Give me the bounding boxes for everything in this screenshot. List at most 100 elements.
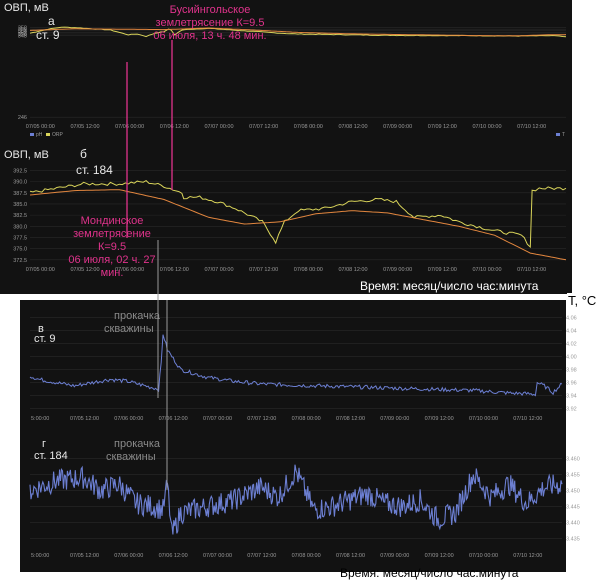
x-tick-label: 07/06 12:00 [159,416,188,422]
panel-d-pump-line2: скважины [106,451,156,463]
legend-label-orp: ORP [52,132,64,138]
x-tick-label: 07/07 12:00 [247,553,276,559]
bottom-chart-panel [20,300,566,572]
y-tick-label: 372.5 [13,258,27,264]
x-tick-label: 07/10 12:00 [513,416,542,422]
x-tick-label: 07/05 12:00 [70,553,99,559]
busiyngol-line3: 06 июля, 13 ч. 48 мин. [153,30,267,42]
y-tick-label: 375.0 [13,247,27,253]
x-tick-label: 07/09 00:00 [380,553,409,559]
chart-c: 3.92 3.94 3.96 3.98 4.00 4.02 4.04 4.06 5:00:00 0… [29,315,577,422]
mondy-line1: Мондинское [80,215,144,227]
event-markers [126,40,173,490]
x-tick-label: 07/08 12:00 [336,553,365,559]
y-tick-label: 4.00 [566,354,577,360]
x-tick-label: 07/07 00:00 [203,416,232,422]
x-tick-label: 07/06 12:00 [160,267,189,273]
y-tick-label: 3.445 [566,505,580,511]
y-tick-label: 358 [18,26,27,32]
x-tick-label: 07/05 12:00 [70,124,99,130]
series-line-orp [29,179,567,249]
x-tick-label: 5:00:00 [31,416,49,422]
chart-b: 372.5 375.0 377.5 380.0 382.5 385.0 387.5 390.0… [13,168,567,273]
x-tick-label: 07/07 00:00 [204,267,233,273]
x-tick-label: 07/10 12:00 [517,267,546,273]
panel-d-letter: г [42,438,47,450]
x-tick-label: 07/10 00:00 [469,553,498,559]
top-chart-panel [0,0,572,294]
y-tick-label: 4.02 [566,341,577,347]
x-tick-label: 07/09 12:00 [425,416,454,422]
y-tick-label: 3.450 [566,488,580,494]
panel-b-letter: б [80,147,87,161]
y-tick-label: 380.0 [13,224,27,230]
y-tick-label: 3.440 [566,521,580,527]
y-tick-label: 390.0 [13,180,27,186]
panel-d-pump-label: прокачка скважины [106,438,160,464]
x-tick-label: 07/07 12:00 [249,267,278,273]
x-tick-label: 07/10 12:00 [513,553,542,559]
panel-a-ylabel: ОВП, мВ [4,2,49,14]
y-tick-label: 3.94 [566,394,577,400]
x-tick-label: 07/08 00:00 [292,553,321,559]
y-tick-label: 348 [18,34,27,40]
x-tick-label: 07/07 12:00 [247,416,276,422]
series-line-t [29,334,563,397]
panel-c-pump-line2: скважины [104,323,154,335]
top-time-axis-label: Время: месяц/число час:минута [360,279,539,293]
x-tick-label: 07/05 12:00 [70,267,99,273]
legend-swatch-ph [30,133,34,136]
x-tick-label: 07/06 00:00 [115,267,144,273]
chart-d: 3.435 3.440 3.445 3.450 3.455 3.460 5:00:00 07/… [29,456,580,559]
panel-a-station: ст. 9 [36,28,60,42]
y-tick-label: 3.92 [566,407,577,413]
x-tick-label: 07/08 12:00 [338,124,367,130]
x-tick-label: 07/09 12:00 [428,267,457,273]
x-tick-label: 07/09 12:00 [428,124,457,130]
busiyngol-line2: землетрясение К=9.5 [155,17,265,29]
y-tick-label: 3.435 [566,537,580,543]
y-tick-label: 4.06 [566,315,577,321]
x-tick-label: 07/09 00:00 [380,416,409,422]
x-tick-label: 07/08 00:00 [292,416,321,422]
series-line-trend [29,27,567,37]
panel-a-letter: а [48,14,55,28]
mondy-quake-label: Мондинское землетрясение К=9.5 06 июля, … [58,215,166,280]
y-tick-label: 392.5 [13,168,27,174]
x-tick-label: 07/05 00:00 [26,124,55,130]
x-tick-label: 07/06 12:00 [159,553,188,559]
y-tick-label: 350 [18,32,27,38]
y-tick-label: 377.5 [13,235,27,241]
x-tick-label: 07/10 00:00 [472,267,501,273]
panel-c-pump-line1: прокачка [114,310,161,322]
x-tick-label: 07/08 00:00 [294,267,323,273]
x-tick-label: 5:00:00 [31,553,49,559]
legend-swatch-orp [46,133,50,136]
y-tick-label: 3.455 [566,472,580,478]
busiyngol-line1: Бусийнгольское [169,4,251,16]
y-tick-label: 354 [18,29,27,35]
busiyngol-quake-label: Бусийнгольское землетрясение К=9.5 06 ию… [150,4,270,43]
y-tick-label: 387.5 [13,191,27,197]
panel-d-station: ст. 184 [34,450,68,462]
y-tick-label: 4.04 [566,328,577,334]
panel-c-station: ст. 9 [34,333,56,345]
x-tick-label: 07/06 12:00 [160,124,189,130]
panel-c-pump-label: прокачка скважины [104,310,160,336]
y-tick-label: 3.96 [566,381,577,387]
panel-b-station: ст. 184 [76,163,113,177]
x-tick-label: 07/09 12:00 [425,553,454,559]
series-line-t [29,464,563,535]
x-tick-label: 07/06 00:00 [114,416,143,422]
x-tick-label: 07/06 00:00 [114,553,143,559]
x-tick-label: 07/10 12:00 [517,124,546,130]
x-tick-label: 07/05 12:00 [70,416,99,422]
y-tick-label: 246 [18,115,27,121]
x-tick-label: 07/09 00:00 [383,124,412,130]
x-tick-label: 07/06 00:00 [115,124,144,130]
x-tick-label: 07/10 00:00 [472,124,501,130]
y-tick-label: 356 [18,27,27,33]
x-tick-label: 07/07 00:00 [203,553,232,559]
x-tick-label: 07/09 00:00 [383,267,412,273]
